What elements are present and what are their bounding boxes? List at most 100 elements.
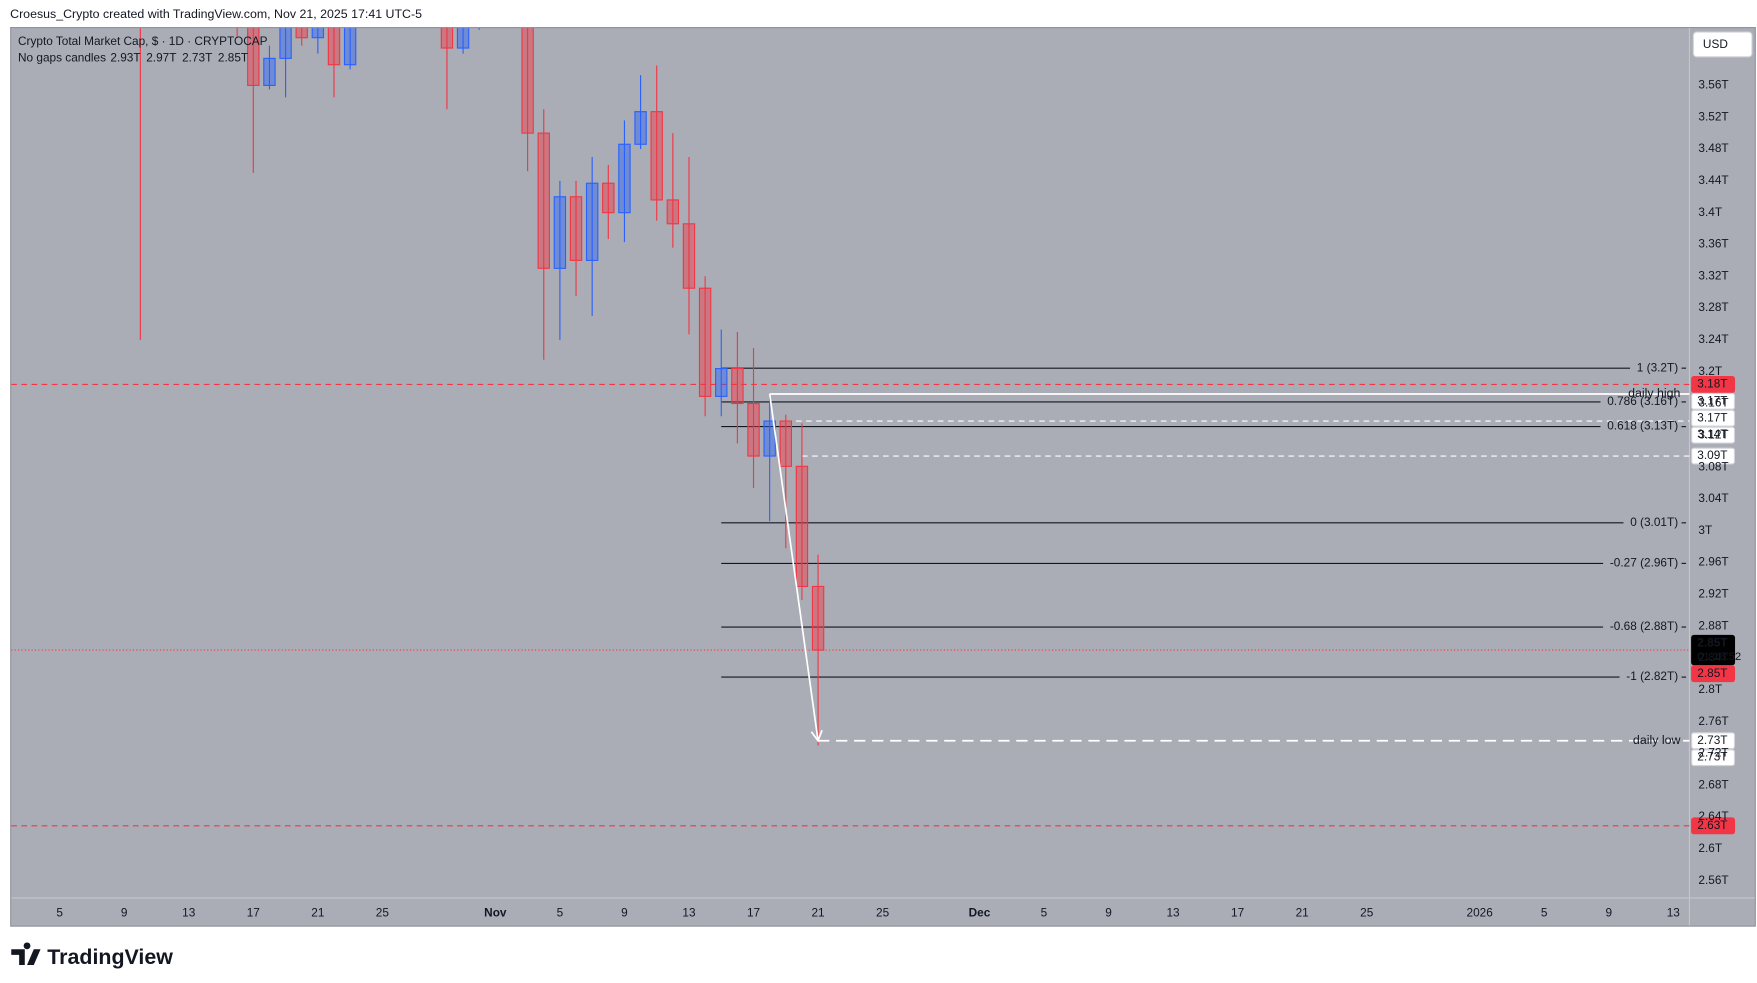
- candle-body: [585, 182, 599, 261]
- price-label: 3.17T: [1697, 410, 1727, 424]
- price-label-box: [1691, 634, 1736, 666]
- y-tick-label: 2.96T: [1698, 555, 1728, 569]
- candle-body: [666, 199, 680, 225]
- candle-body: [456, 28, 470, 49]
- legend-value: 2.85T: [218, 51, 248, 65]
- price-label-box: [1691, 409, 1736, 427]
- candle-body: [618, 143, 631, 214]
- x-tick-label: 17: [747, 905, 760, 919]
- chart-title: Crypto Total Market Cap, $ · 1D · CRYPTO…: [18, 34, 268, 48]
- x-tick-label: 9: [121, 905, 128, 919]
- y-tick-label: 3.16T: [1698, 396, 1728, 410]
- price-label-box: [1691, 392, 1736, 410]
- price-label-box: [1691, 426, 1736, 444]
- candle-body: [634, 111, 647, 145]
- x-tick-label: 5: [56, 905, 63, 919]
- candle-body: [440, 28, 454, 49]
- candle-body: [811, 585, 825, 651]
- x-tick-label: 5: [1541, 905, 1548, 919]
- y-tick-label: 2.8T: [1698, 682, 1722, 696]
- candle-body: [311, 28, 325, 39]
- header: Croesus_Crypto created with TradingView.…: [10, 7, 422, 21]
- countdown: 01:18:52: [1697, 651, 1741, 663]
- price-label: 2.73T: [1697, 750, 1727, 764]
- overlay: daily high daily low 1 (3.2T) 0.786 (3.16T)…: [1607, 360, 1741, 835]
- y-tick-label: 2.92T: [1698, 587, 1728, 601]
- candle-body: [537, 132, 550, 269]
- y-tick-label: 2.88T: [1698, 618, 1728, 632]
- fib-label: -1 (2.82T): [1626, 669, 1678, 683]
- y-tick-label: 3.28T: [1698, 300, 1728, 314]
- x-tick-label: 25: [376, 905, 390, 919]
- y-tick-label: 3.36T: [1698, 237, 1728, 251]
- candle-body: [795, 465, 809, 588]
- y-tick-label: 2.6T: [1698, 841, 1722, 855]
- x-tick-label: 25: [1360, 905, 1374, 919]
- arrow-line: [768, 393, 819, 741]
- y-tick-label: 3.48T: [1698, 141, 1728, 155]
- line-label: daily low: [1633, 733, 1681, 747]
- candle-body: [650, 111, 663, 201]
- price-label: 2.73T: [1697, 733, 1727, 747]
- fib-label: -0.27 (2.96T): [1610, 556, 1678, 570]
- price-label: 2.85T: [1697, 635, 1728, 649]
- price-label: 2.85T: [1697, 666, 1727, 680]
- candle-body: [521, 28, 534, 134]
- y-tick-label: 2.56T: [1698, 873, 1728, 887]
- x-tick-label: 25: [876, 905, 890, 919]
- fib-label: 0.786 (3.16T): [1607, 394, 1678, 408]
- candle-body: [779, 420, 793, 467]
- y-tick-label: 2.84T: [1698, 650, 1728, 664]
- candle-body: [731, 367, 744, 405]
- y-tick-label: 2.64T: [1698, 809, 1728, 823]
- candle-body: [682, 223, 696, 289]
- price-label: 3.14T: [1697, 427, 1727, 441]
- x-tick-label: 2026: [1467, 905, 1494, 919]
- candle-body: [698, 287, 712, 397]
- price-label: 3.09T: [1697, 448, 1727, 462]
- price-label-box: [1691, 749, 1736, 767]
- currency-label: USD: [1703, 37, 1728, 51]
- x-tick-label: 9: [621, 905, 628, 919]
- x-tick-label: 21: [311, 905, 324, 919]
- price-label: 3.18T: [1697, 377, 1727, 391]
- candle-body: [327, 28, 341, 66]
- x-tick-label: Dec: [969, 905, 991, 919]
- x-tick-label: 17: [247, 905, 260, 919]
- y-tick-label: 3.4T: [1698, 205, 1722, 219]
- x-tick-label: 21: [1296, 905, 1309, 919]
- candle-body: [247, 28, 260, 86]
- fib-label: -0.68 (2.88T): [1610, 619, 1678, 633]
- chart-subtitle: No gaps candles: [18, 51, 106, 65]
- x-tick-label: 21: [811, 905, 824, 919]
- y-tick-label: 3.24T: [1698, 332, 1728, 346]
- y-tick-label: 3.44T: [1698, 173, 1728, 187]
- candle-body: [602, 182, 615, 214]
- x-tick-label: 5: [557, 905, 564, 919]
- price-label-box: [1691, 732, 1736, 750]
- y-tick-label: 2.76T: [1698, 714, 1728, 728]
- y-tick-label: 3.12T: [1698, 427, 1728, 441]
- x-tick-label: 5: [1041, 905, 1048, 919]
- chart-background: [10, 27, 1756, 927]
- candle-body: [295, 28, 308, 39]
- currency-button[interactable]: [1692, 31, 1753, 58]
- line-label: daily high: [1628, 386, 1680, 400]
- x-tick-label: 13: [682, 905, 696, 919]
- logo: TradingView: [11, 942, 173, 969]
- logo-text: TradingView: [47, 945, 173, 969]
- candle-body: [553, 196, 567, 269]
- legend-value: 2.93T: [110, 51, 140, 65]
- x-tick-label: 9: [1105, 905, 1112, 919]
- price-label-box: [1691, 376, 1736, 393]
- x-tick-label: Nov: [484, 905, 507, 919]
- y-tick-label: 2.72T: [1698, 746, 1728, 760]
- y-tick-label: 3.56T: [1698, 78, 1728, 92]
- y-tick-label: 3T: [1698, 523, 1712, 537]
- x-tick-label: 13: [1166, 905, 1180, 919]
- y-tick-label: 3.04T: [1698, 491, 1728, 505]
- price-label: 2.63T: [1697, 818, 1727, 832]
- candle-body: [715, 367, 728, 397]
- x-tick-label: 13: [1667, 905, 1681, 919]
